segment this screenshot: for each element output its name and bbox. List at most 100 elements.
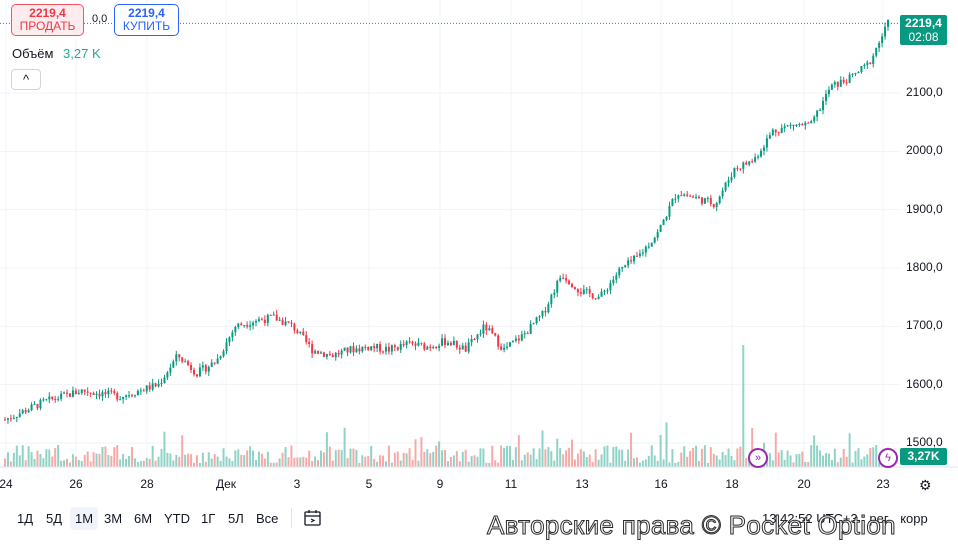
volume-bar [18,455,21,467]
volume-bar [680,452,683,467]
volume-bar [461,452,464,467]
candle-body [384,347,387,352]
timeframe-6[interactable]: 1Г [201,511,216,526]
session-toggle[interactable]: рег [869,511,889,526]
candle-body [263,319,266,323]
volume-bar [219,460,222,467]
candle-body [204,365,207,372]
volume-bar [556,438,559,467]
candle-body [373,346,376,349]
candle-body [606,290,609,292]
candle-body [284,321,287,325]
candle-body [142,390,145,392]
candle-body [641,252,644,254]
volume-bar [148,458,151,467]
volume-bar [21,445,24,467]
candle-body [712,204,715,207]
date-tick-label: 16 [654,477,668,491]
date-tick-label: 28 [140,477,154,491]
timeframe-3[interactable]: 3М [104,511,123,526]
candle-body [783,126,786,129]
candle-body [683,194,686,196]
timeframe-5[interactable]: YTD [164,511,190,526]
candle-body [60,393,63,399]
gear-icon[interactable]: ⚙ [919,477,932,493]
candle-body [500,346,503,350]
timeframe-7[interactable]: 5Л [228,511,244,526]
candle-body [136,390,139,396]
volume-bar [695,445,698,467]
calendar-range-icon[interactable] [303,508,323,528]
candle-body [382,351,385,353]
volume-bar [231,461,234,467]
volume-bar [125,458,128,467]
volume-bar [768,453,771,467]
candle-body [325,354,328,357]
volume-bar [467,461,470,467]
volume-bar [446,461,449,467]
volume-bar [703,445,706,467]
candle-body [237,323,240,327]
date-tick-label: 3 [293,477,301,491]
volume-bar [520,460,523,467]
timeframe-8[interactable]: Все [256,511,279,526]
timeframe-4[interactable]: 6М [134,511,153,526]
volume-bar [257,451,260,467]
candle-body [656,231,659,238]
volume-bar [426,449,429,467]
collapse-legend-button[interactable]: ^ [11,69,41,90]
candle-body [647,246,650,248]
candle-body [650,242,653,247]
adjustment-toggle[interactable]: корр [900,511,928,526]
candle-body [101,392,104,397]
volume-bar [71,454,74,467]
volume-bar [872,447,875,467]
volume-bar [27,446,30,467]
volume-bar [851,462,854,467]
volume-bar [405,453,408,467]
candle-body [709,198,712,205]
timeframe-2[interactable]: 1М [70,507,99,530]
candle-body [201,365,204,368]
volume-bar [337,449,340,467]
candle-body [269,314,272,316]
volume-bar [432,451,435,467]
candle-body [290,322,293,324]
clock-timezone[interactable]: 13:42:52 UTC+3 рег корр [762,511,928,526]
candle-body [470,339,473,343]
candle-body [74,390,77,395]
candle-body [299,331,302,334]
volume-bar [45,449,48,467]
volume-bar [473,455,476,467]
timeframe-0[interactable]: 1Д [17,511,34,526]
lightning-icon[interactable]: ϟ [878,448,898,468]
candle-body [287,321,290,323]
buy-button[interactable]: 2219,4 КУПИТЬ [114,4,179,36]
volume-bar [12,452,15,467]
sell-price: 2219,4 [29,6,66,20]
volume-bar [322,452,325,467]
candle-body [529,323,532,334]
candle-body [210,362,213,367]
volume-bar [683,446,686,467]
volume-bar [86,451,89,467]
candle-body [845,82,848,84]
volume-bar [848,433,851,467]
volume-bar [429,453,432,467]
sell-button[interactable]: 2219,4 ПРОДАТЬ [11,4,84,36]
candle-body [789,124,792,126]
volume-bar [573,459,576,467]
bar-countdown: 02:08 [908,30,939,44]
timeframe-1[interactable]: 5Д [46,511,63,526]
volume-bar [63,460,66,467]
candle-body [30,404,33,411]
candle-body [600,291,603,297]
candle-body [801,123,804,126]
double-chevron-icon[interactable]: » [748,448,768,468]
volume-bar [692,447,695,467]
candle-body [92,392,95,395]
volume-bar [650,445,653,467]
volume-bar [671,449,674,467]
volume-bar [733,460,736,467]
